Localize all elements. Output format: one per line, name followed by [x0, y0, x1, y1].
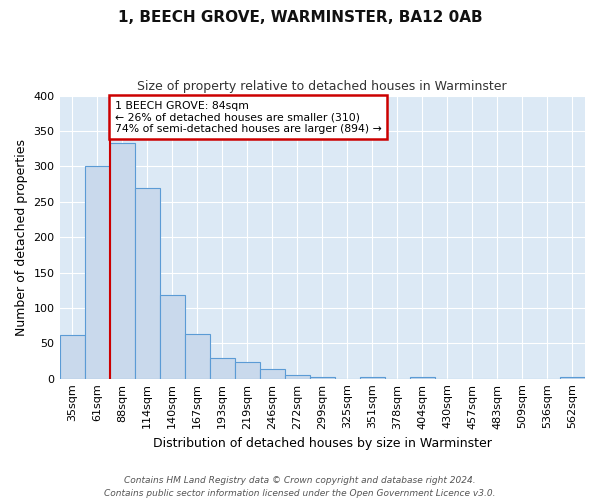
Text: Contains HM Land Registry data © Crown copyright and database right 2024.
Contai: Contains HM Land Registry data © Crown c… — [104, 476, 496, 498]
Bar — [110, 143, 134, 378]
Bar — [59, 335, 85, 378]
Bar — [185, 334, 209, 378]
Bar — [209, 358, 235, 378]
Bar — [235, 362, 260, 378]
Text: 1 BEECH GROVE: 84sqm
← 26% of detached houses are smaller (310)
74% of semi-deta: 1 BEECH GROVE: 84sqm ← 26% of detached h… — [115, 100, 382, 134]
Bar — [285, 375, 310, 378]
Bar — [134, 188, 160, 378]
Y-axis label: Number of detached properties: Number of detached properties — [15, 138, 28, 336]
Bar — [85, 166, 110, 378]
Title: Size of property relative to detached houses in Warminster: Size of property relative to detached ho… — [137, 80, 507, 93]
Bar — [160, 295, 185, 378]
Bar — [260, 370, 285, 378]
X-axis label: Distribution of detached houses by size in Warminster: Distribution of detached houses by size … — [153, 437, 492, 450]
Text: 1, BEECH GROVE, WARMINSTER, BA12 0AB: 1, BEECH GROVE, WARMINSTER, BA12 0AB — [118, 10, 482, 25]
